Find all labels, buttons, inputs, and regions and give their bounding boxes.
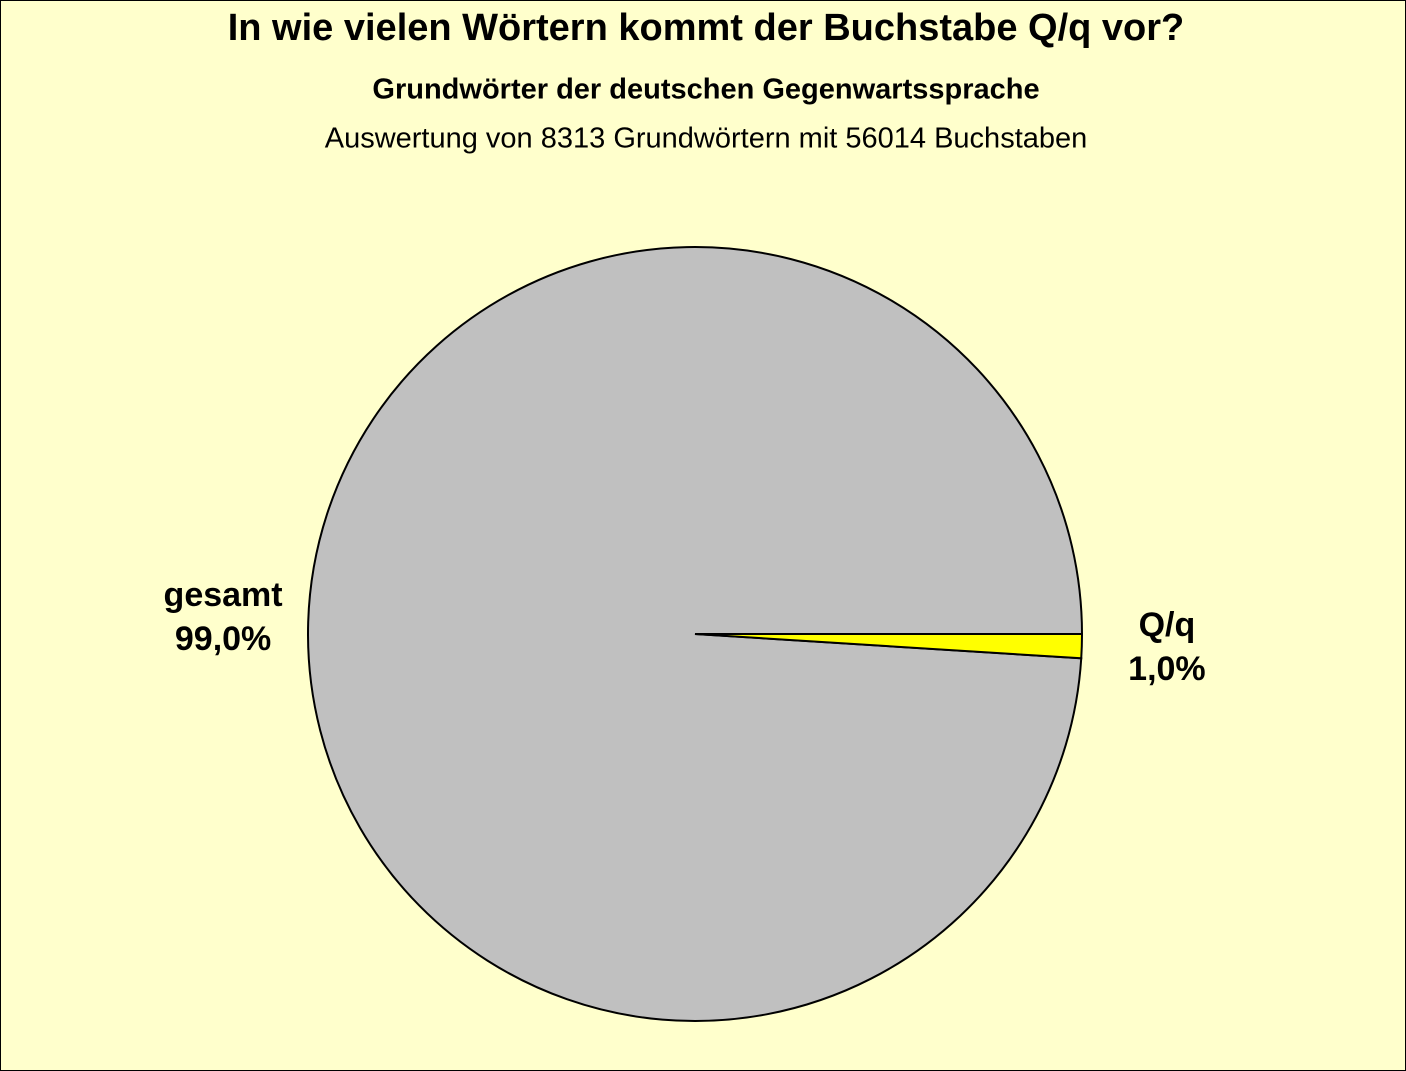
- chart-title: In wie vielen Wörtern kommt der Buchstab…: [228, 7, 1185, 49]
- slice-label: gesamt: [164, 576, 283, 614]
- slice-value-label: 99,0%: [175, 620, 271, 658]
- pie-slice: [694, 633, 1084, 660]
- slice-label: Q/q: [1139, 606, 1196, 644]
- chart-subtitle: Grundwörter der deutschen Gegenwartsspra…: [372, 74, 1039, 106]
- chart-description: Auswertung von 8313 Grundwörtern mit 560…: [325, 123, 1088, 155]
- slice-value-label: 1,0%: [1128, 650, 1206, 688]
